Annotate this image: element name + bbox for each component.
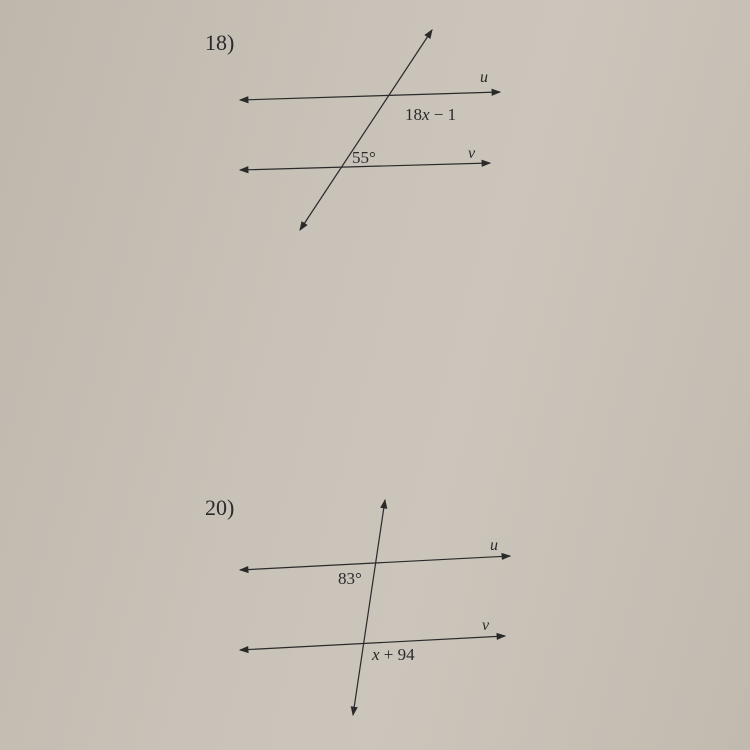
svg-text:83°: 83° bbox=[338, 569, 362, 588]
svg-text:55°: 55° bbox=[352, 148, 376, 167]
svg-text:v: v bbox=[482, 617, 490, 634]
problem-20-diagram: u v 83° x + 94 bbox=[210, 490, 550, 730]
svg-text:18x − 1: 18x − 1 bbox=[405, 105, 456, 124]
svg-text:v: v bbox=[468, 145, 476, 162]
svg-text:u: u bbox=[480, 69, 488, 86]
svg-text:x + 94: x + 94 bbox=[371, 645, 415, 664]
problem-18-diagram: u v 18x − 1 55° bbox=[210, 20, 550, 240]
svg-text:u: u bbox=[490, 537, 498, 554]
